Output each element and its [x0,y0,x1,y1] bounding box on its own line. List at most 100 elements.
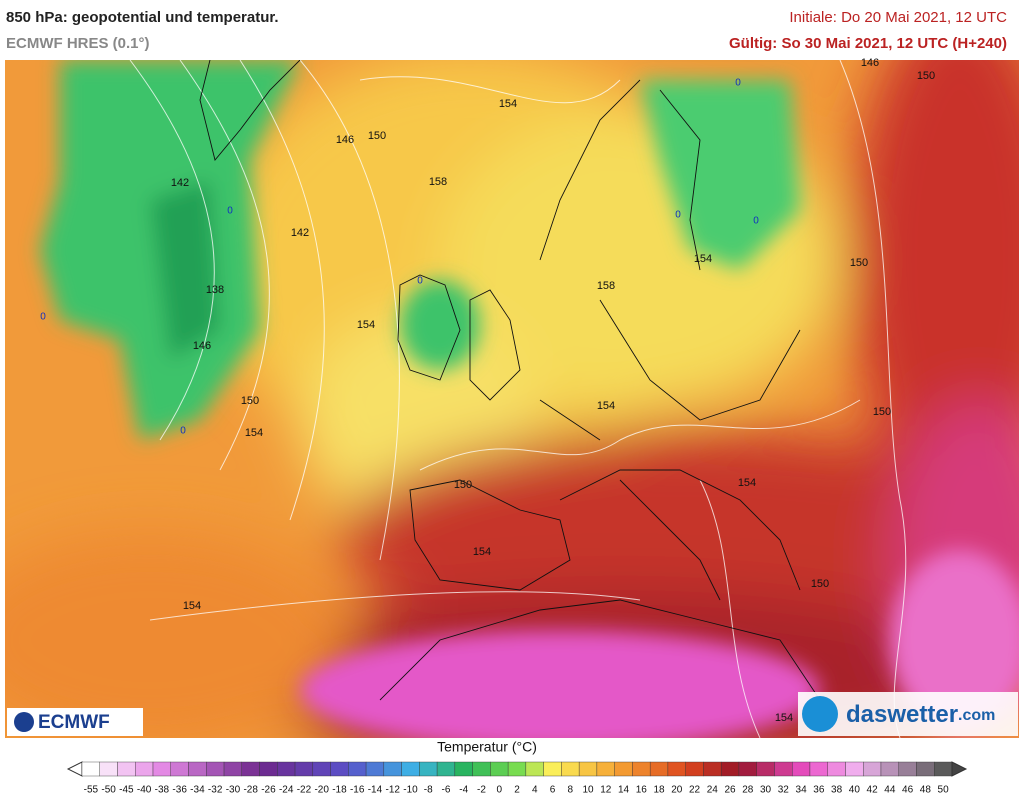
ecmwf-logo: ECMWF [38,712,110,733]
colorbar-cell [419,761,438,777]
colorbar-cell [401,761,420,777]
colorbar-label: -34 [190,785,205,796]
colorbar-label: -8 [424,785,433,796]
contour-label: 154 [597,400,615,412]
colorbar-cell [827,761,846,777]
colorbar-cell [667,761,686,777]
colorbar-cell [703,761,722,777]
colorbar-label: 10 [582,785,594,796]
colorbar-label: 46 [902,785,914,796]
colorbar-cell [561,761,580,777]
colorbar-cell [99,761,118,777]
isotherm-label: 0 [417,276,423,287]
contour-label: 142 [291,227,309,239]
contour-label: 154 [694,253,712,265]
colorbar-cell [188,761,207,777]
colorbar-label: 12 [600,785,612,796]
initial-time: Initiale: Do 20 Mai 2021, 12 UTC [789,9,1007,26]
colorbar-label: -16 [350,785,365,796]
contour-label: 158 [597,280,615,292]
colorbar-label: 50 [938,785,950,796]
colorbar-cell [241,761,260,777]
colorbar-label: -20 [314,785,329,796]
colorbar-cell [294,761,314,777]
subtitle: ECMWF HRES (0.1°) [6,35,150,52]
colorbar-label: -55 [84,785,99,796]
contour-lines [129,60,907,738]
colorbar-label: -30 [226,785,241,796]
colorbar-label: -4 [459,785,468,796]
colorbar-label: 2 [514,785,520,796]
contour-label: 146 [336,134,354,146]
colorbar-cell [809,761,828,777]
colorbar-cell [792,761,811,777]
colorbar-label: 0 [496,785,502,796]
colorbar-label: 48 [920,785,932,796]
colorbar-cell [880,761,899,777]
colorbar-label: 30 [760,785,772,796]
contour-label: 154 [357,319,375,331]
daswetter-name: daswetter [846,701,958,728]
colorbar-label: -24 [279,785,294,796]
colorbar-cell [383,761,402,777]
daswetter-suffix: .com [958,707,995,724]
colorbar-cell [578,761,598,777]
colorbar-cell [756,761,775,777]
colorbar-cell [774,761,793,777]
contour-label: 154 [183,600,201,612]
contour-label: 150 [241,395,259,407]
contour-label: 150 [811,578,829,590]
colorbar-cell [135,761,154,777]
colorbar-label: 32 [778,785,790,796]
contour-label: 150 [873,406,891,418]
colorbar-cell [685,761,704,777]
colorbar-cell [259,761,278,777]
colorbar-cell [934,761,953,777]
colorbar-label: 6 [550,785,556,796]
colorbar-cell [898,761,917,777]
contour-label: 146 [193,340,211,352]
contour-label: 142 [171,177,189,189]
colorbar-label: -38 [155,785,170,796]
colorbar-cell [330,761,349,777]
colorbar-title: Temperatur (°C) [437,739,537,755]
colorbar-label: -28 [243,785,258,796]
colorbar-label: -50 [101,785,116,796]
colorbar-label: -10 [403,785,418,796]
colorbar-cell [117,761,136,777]
colorbar-end [66,761,83,777]
coastlines [199,60,821,701]
colorbar-label: -14 [368,785,383,796]
colorbar-label: -18 [332,785,347,796]
colorbar-cell [277,761,296,777]
colorbar-cell [916,761,935,777]
colorbar-label: 40 [849,785,861,796]
colorbar-cell [845,761,864,777]
colorbar-end [951,761,968,777]
colorbar-cell [170,761,189,777]
daswetter-logo: daswetter.com [846,701,995,728]
colorbar-cell [543,761,562,777]
colorbar-cell [863,761,882,777]
contour-label: 154 [738,477,756,489]
contour-label: 154 [245,427,263,439]
colorbar-label: 42 [867,785,879,796]
colorbar-label: 20 [671,785,683,796]
colorbar-cell [472,761,491,777]
isotherm-label: 0 [753,216,759,227]
colorbar-cell [720,761,740,777]
contour-label: 154 [499,98,517,110]
contour-label: 146 [861,57,879,69]
colorbar-cell [152,761,171,777]
contour-label: 154 [473,546,491,558]
colorbar-label: 44 [884,785,896,796]
colorbar-label: -22 [297,785,312,796]
contour-labels: 154 150 146 146 150 158 142 142 138 146 154 158 154 1… [40,57,935,724]
colorbar-label: -40 [137,785,152,796]
colorbar-cell [649,761,669,777]
colorbar-label: 14 [618,785,630,796]
title: 850 hPa: geopotential und temperatur. [6,9,279,26]
contour-label: 158 [429,176,447,188]
colorbar-label: -12 [385,785,400,796]
